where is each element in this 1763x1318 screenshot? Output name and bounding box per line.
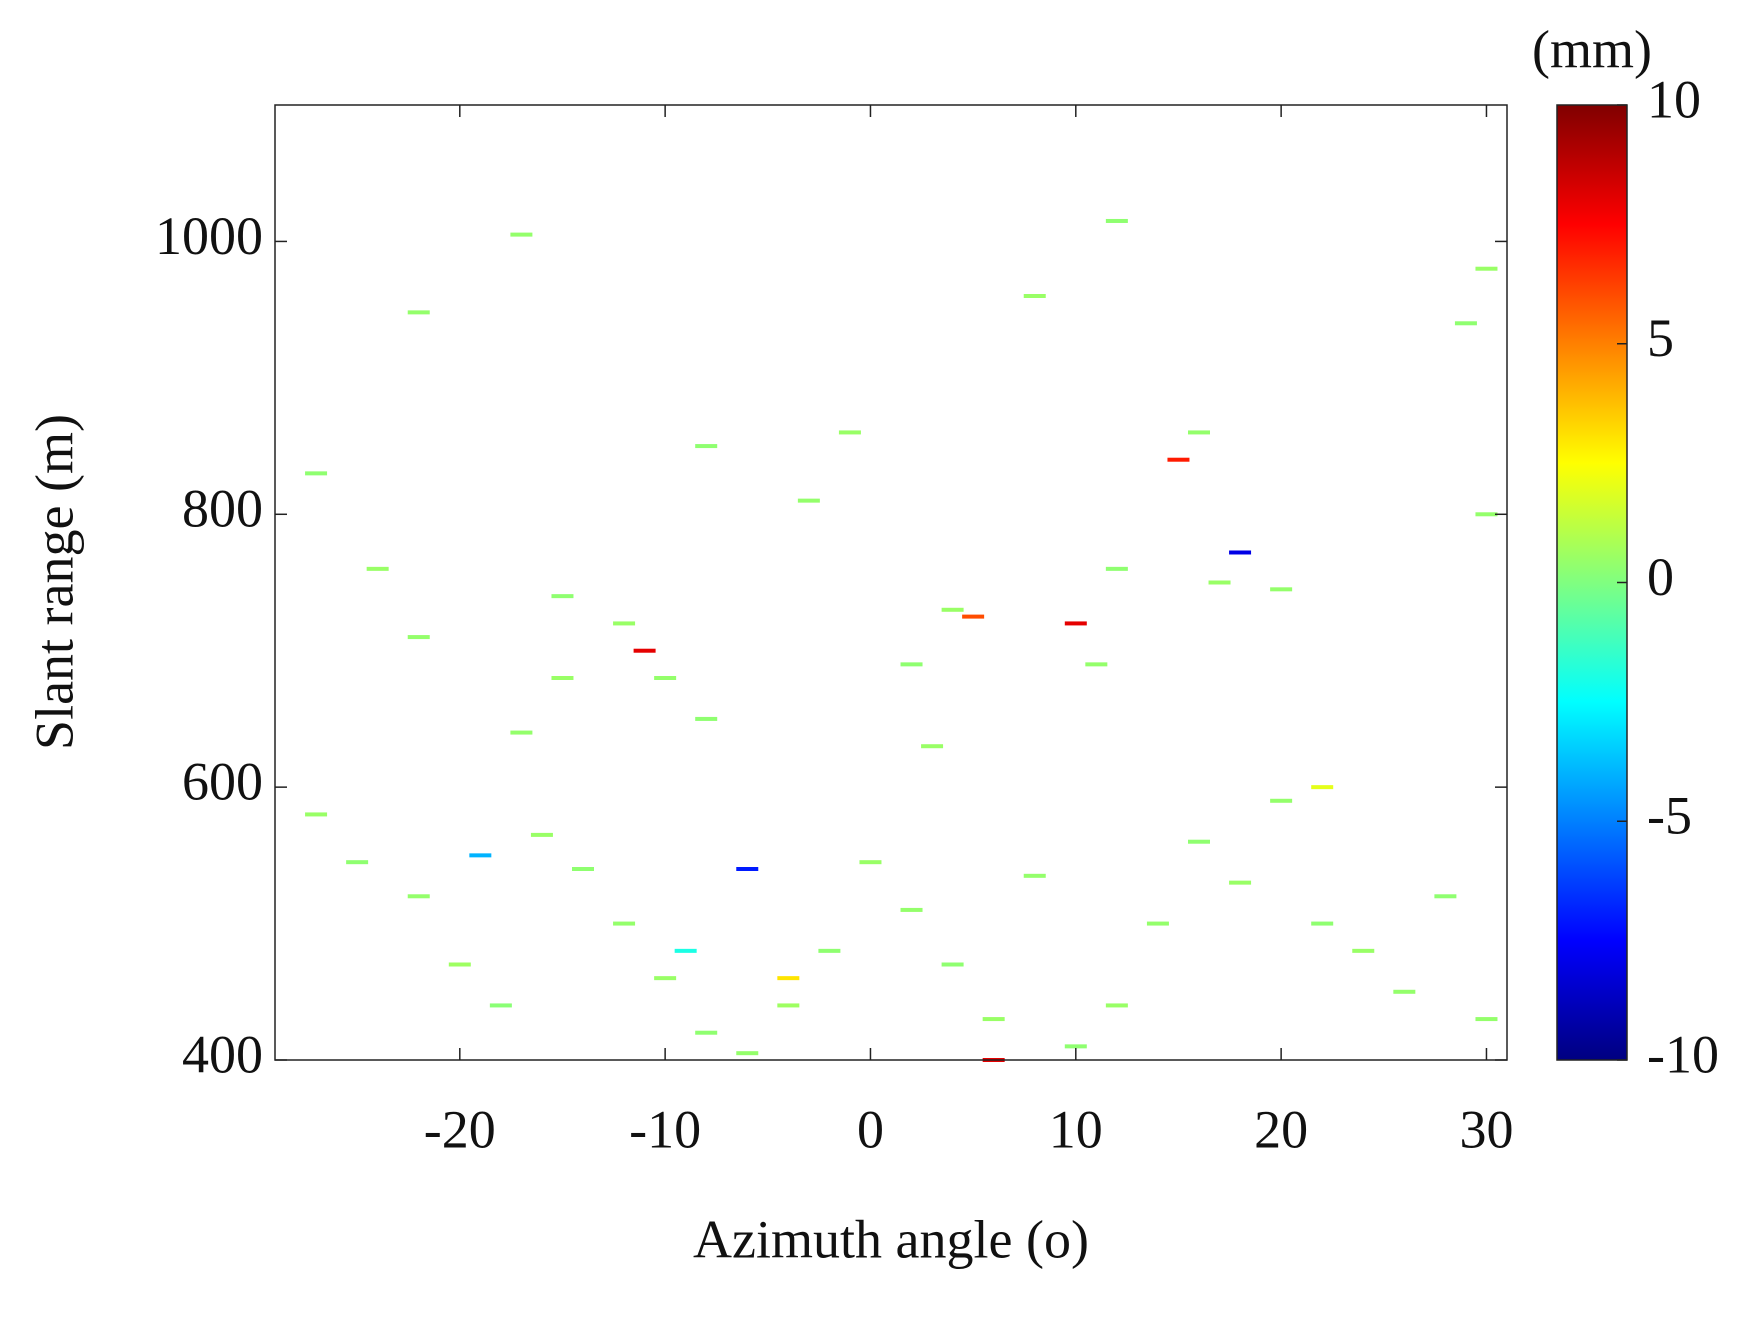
point	[613, 921, 636, 926]
point	[366, 566, 389, 571]
point	[1434, 894, 1457, 899]
y-tick-label: 600	[182, 752, 263, 812]
point	[633, 648, 656, 653]
point	[1105, 566, 1128, 571]
plot-frame	[274, 104, 1508, 1061]
point	[1454, 321, 1477, 326]
y-axis-label: Slant range (m)	[24, 414, 84, 750]
colorbar-tick-label: 0	[1647, 547, 1674, 607]
point	[900, 907, 923, 912]
point	[982, 1017, 1005, 1022]
point	[1311, 785, 1334, 790]
point	[1475, 512, 1498, 517]
point	[1475, 266, 1498, 271]
x-tick-label: 10	[1049, 1099, 1103, 1159]
point	[695, 1030, 718, 1035]
point	[1208, 580, 1231, 585]
point	[572, 867, 594, 871]
point	[613, 621, 636, 626]
point	[1188, 839, 1210, 844]
x-tick-label: 0	[857, 1099, 884, 1159]
point	[654, 976, 677, 981]
point	[695, 444, 718, 449]
point	[407, 894, 430, 899]
point	[1023, 873, 1046, 878]
point	[1352, 948, 1375, 953]
point	[674, 948, 697, 953]
point	[1229, 880, 1252, 885]
point	[921, 744, 944, 749]
point	[1064, 621, 1087, 626]
point	[1105, 218, 1128, 223]
point	[469, 853, 492, 858]
colorbar-tick-label: -5	[1647, 786, 1692, 846]
point	[1085, 662, 1108, 667]
point	[489, 1003, 512, 1008]
x-tick-label: 20	[1254, 1099, 1308, 1159]
point	[777, 976, 800, 981]
point	[654, 676, 677, 680]
point	[1311, 921, 1334, 926]
x-tick-label: -10	[629, 1099, 701, 1159]
point	[510, 232, 533, 237]
colorbar-tick-label: 10	[1647, 69, 1701, 129]
point	[448, 962, 471, 967]
point	[305, 812, 328, 817]
point	[736, 867, 759, 871]
point	[1023, 294, 1046, 298]
point	[1393, 989, 1416, 994]
point	[900, 662, 923, 667]
point	[1167, 457, 1190, 462]
colorbar-tick-label: 5	[1647, 308, 1674, 368]
point	[510, 730, 533, 735]
point	[838, 430, 861, 435]
y-tick-label: 400	[182, 1024, 263, 1084]
y-tick-label: 1000	[155, 206, 263, 266]
point	[346, 860, 369, 865]
point	[407, 310, 430, 315]
point	[1188, 430, 1210, 435]
point	[530, 832, 553, 837]
point	[305, 471, 328, 476]
point	[1064, 1044, 1087, 1049]
point	[818, 948, 841, 953]
point	[1475, 1017, 1498, 1022]
point	[551, 594, 574, 599]
point	[962, 614, 985, 619]
colorbar-label: (mm)	[1532, 19, 1652, 79]
point	[1270, 587, 1293, 592]
point	[797, 498, 820, 503]
colorbar	[1556, 104, 1628, 1061]
point	[859, 860, 882, 865]
point	[1146, 921, 1169, 926]
point	[695, 716, 718, 721]
point	[1105, 1003, 1128, 1008]
point	[941, 607, 964, 612]
x-tick-label: 30	[1459, 1099, 1513, 1159]
y-tick-label: 800	[182, 479, 263, 539]
point	[407, 635, 430, 640]
point	[777, 1003, 800, 1008]
point	[941, 962, 964, 967]
point	[551, 676, 574, 680]
colorbar-tick-label: -10	[1647, 1024, 1719, 1084]
point	[1229, 550, 1252, 555]
x-axis-label: Azimuth angle (o)	[693, 1209, 1089, 1269]
point	[736, 1051, 759, 1056]
x-tick-label: -20	[424, 1099, 496, 1159]
point	[1270, 798, 1293, 803]
